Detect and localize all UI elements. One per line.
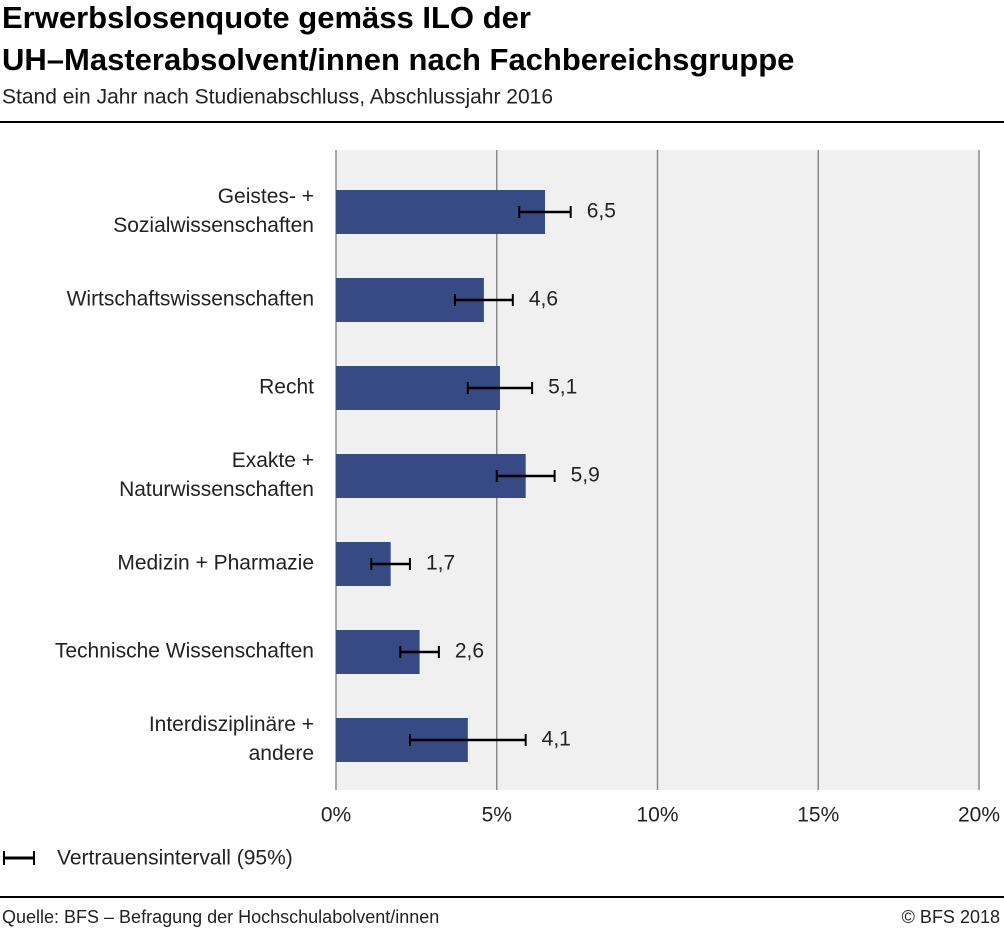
copyright: © BFS 2018	[902, 907, 1000, 927]
error-bar	[399, 646, 440, 658]
y-tick-label: Wirtschaftswissenschaften	[67, 288, 314, 311]
x-tick-label: 20%	[958, 804, 1000, 827]
x-tick-label: 0%	[321, 804, 351, 827]
error-bar	[453, 294, 514, 306]
y-tick-label: Recht	[259, 376, 314, 399]
legend: Vertrauensintervall (95%)	[3, 847, 293, 870]
error-bar	[518, 206, 572, 218]
error-bar	[408, 734, 527, 746]
value-label: 6,5	[587, 200, 616, 223]
error-bar	[370, 558, 411, 570]
chart-subtitle: Stand ein Jahr nach Studienabschluss, Ab…	[2, 86, 553, 109]
x-tick-label: 15%	[797, 804, 839, 827]
y-tick-label: Naturwissenschaften	[119, 478, 314, 501]
chart-title: UH–Masterabsolvent/innen nach Fachbereic…	[2, 42, 794, 77]
error-bar	[466, 382, 534, 394]
bar	[336, 190, 545, 234]
y-tick-label: andere	[249, 742, 314, 765]
value-label: 5,9	[571, 464, 600, 487]
x-tick-label: 10%	[636, 804, 678, 827]
value-label: 4,1	[542, 728, 571, 751]
y-tick-label: Interdisziplinäre +	[149, 713, 314, 736]
legend-label: Vertrauensintervall (95%)	[57, 847, 293, 870]
bar	[336, 454, 526, 498]
source: Quelle: BFS – Befragung der Hochschulabo…	[2, 907, 439, 927]
chart-title: Erwerbslosenquote gemäss ILO der	[2, 0, 531, 35]
y-tick-label: Exakte +	[232, 449, 314, 472]
value-label: 1,7	[426, 552, 455, 575]
y-tick-label: Geistes- +	[218, 185, 314, 208]
value-label: 4,6	[529, 288, 558, 311]
y-tick-label: Sozialwissenschaften	[113, 214, 314, 237]
value-label: 5,1	[548, 376, 577, 399]
error-bar	[495, 470, 556, 482]
y-tick-label: Medizin + Pharmazie	[117, 552, 314, 575]
value-label: 2,6	[455, 640, 484, 663]
x-tick-label: 5%	[482, 804, 512, 827]
y-tick-label: Technische Wissenschaften	[55, 640, 314, 663]
